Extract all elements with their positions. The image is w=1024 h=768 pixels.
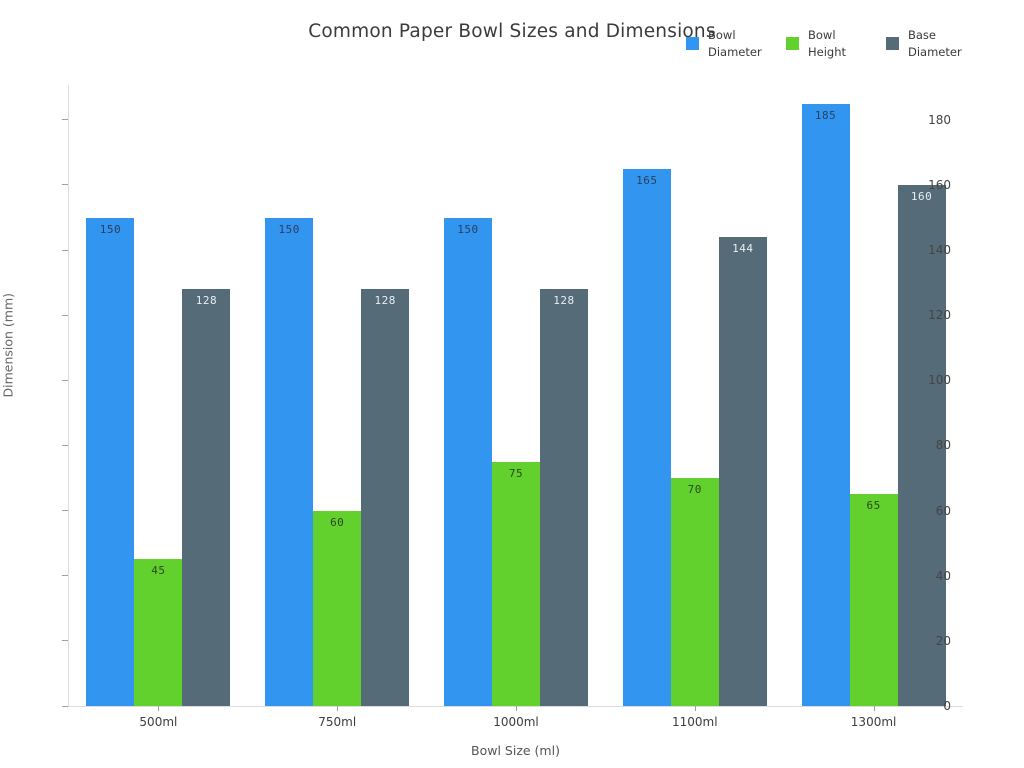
x-tick-label-1000ml: 1000ml — [493, 715, 539, 729]
legend-item-bowl-diameter[interactable]: Bowl Diameter — [686, 27, 764, 60]
bars-row: 150 45 128 — [86, 85, 231, 706]
legend-item-base-diameter[interactable]: Base Diameter — [886, 27, 964, 60]
base-diameter-swatch-icon — [886, 37, 899, 51]
y-tick-label: 60 — [935, 503, 951, 518]
x-tick-label-1300ml: 1300ml — [850, 715, 897, 729]
bar-bowl-height-1300ml: 65 — [849, 494, 898, 706]
bar-value-label: 128 — [195, 294, 218, 308]
y-tick-label: 80 — [935, 438, 951, 453]
y-tick-mark — [62, 444, 68, 446]
bar-bowl-diameter-1300ml: 185 — [801, 103, 850, 706]
bar-group-1100ml: 165 70 144 1100ml — [605, 85, 784, 729]
bowl-height-swatch-icon — [786, 37, 799, 51]
bar-value-label: 144 — [732, 242, 754, 256]
y-tick-label: 0 — [943, 699, 951, 713]
bar-bowl-diameter-1000ml: 150 — [443, 217, 492, 706]
bar-value-label: 128 — [374, 294, 396, 308]
y-tick-label: 120 — [928, 308, 951, 323]
bars-row: 185 65 160 — [801, 85, 946, 706]
y-tick-mark — [62, 575, 68, 577]
x-tick-mark — [158, 706, 160, 711]
bar-value-label: 45 — [151, 564, 166, 578]
bar-bowl-height-500ml: 45 — [134, 559, 183, 706]
y-tick-label: 100 — [928, 373, 951, 388]
bar-value-label: 150 — [99, 222, 122, 236]
y-tick-label: 160 — [928, 177, 951, 192]
x-tick-mark — [337, 706, 339, 711]
bars-row: 165 70 144 — [622, 85, 767, 706]
bars-row: 150 60 128 — [265, 85, 410, 706]
y-tick-label: 40 — [935, 568, 951, 583]
x-axis-title: Bowl Size (ml) — [471, 743, 560, 758]
bar-value-label: 160 — [910, 189, 933, 203]
bar-group-1300ml: 185 65 160 1300ml — [784, 85, 963, 729]
legend-label: Bowl Diameter — [708, 28, 762, 59]
chart-title: Common Paper Bowl Sizes and Dimensions — [308, 21, 716, 42]
bar-value-label: 65 — [866, 499, 881, 513]
bar-base-diameter-1000ml: 128 — [539, 289, 588, 706]
bar-value-label: 75 — [508, 466, 524, 480]
bar-value-label: 150 — [278, 222, 300, 236]
bar-base-diameter-1100ml: 144 — [718, 237, 767, 706]
legend: Bowl Diameter Bowl Height Base Diameter — [686, 27, 964, 60]
x-tick-label-1100ml: 1100ml — [672, 715, 718, 729]
x-tick-mark — [873, 706, 875, 711]
x-tick-label-500ml: 500ml — [139, 715, 178, 729]
bar-groups: 150 45 128 500ml 150 60 128 750ml 150 75 128 1000ml… — [69, 85, 963, 729]
x-tick-label-750ml: 750ml — [318, 715, 357, 729]
bar-value-label: 70 — [687, 483, 702, 497]
x-tick-mark — [515, 706, 517, 711]
bar-bowl-diameter-500ml: 150 — [86, 217, 135, 706]
legend-label: Base Diameter — [908, 28, 962, 59]
y-axis-title: Dimension (mm) — [0, 292, 16, 398]
bar-group-500ml: 150 45 128 500ml — [69, 85, 248, 729]
bars-row: 150 75 128 — [443, 85, 588, 706]
bowl-diameter-swatch-icon — [686, 37, 699, 51]
bar-value-label: 165 — [636, 173, 658, 187]
bar-bowl-height-1000ml: 75 — [491, 461, 540, 706]
bar-group-750ml: 150 60 128 750ml — [248, 85, 427, 729]
y-tick-mark — [62, 119, 68, 121]
bar-bowl-diameter-1100ml: 165 — [622, 168, 671, 706]
plot-area: 150 45 128 500ml 150 60 128 750ml 150 75 128 1000ml… — [62, 85, 963, 729]
y-tick-mark — [62, 640, 68, 642]
y-tick-mark — [62, 510, 68, 512]
bar-value-label: 128 — [553, 294, 575, 308]
y-tick-label: 180 — [928, 112, 951, 127]
legend-label: Bowl Height — [808, 28, 847, 59]
x-tick-mark — [694, 706, 696, 711]
bar-value-label: 150 — [457, 222, 479, 236]
bar-group-1000ml: 150 75 128 1000ml — [427, 85, 606, 729]
y-tick-mark — [62, 314, 68, 316]
bar-value-label: 60 — [330, 515, 345, 529]
bar-bowl-diameter-750ml: 150 — [265, 217, 314, 706]
y-tick-label: 20 — [935, 633, 951, 648]
bar-bowl-height-1100ml: 70 — [670, 478, 719, 706]
bar-base-diameter-750ml: 128 — [361, 289, 410, 706]
bar-base-diameter-1300ml: 160 — [897, 184, 946, 706]
y-tick-mark — [62, 705, 68, 707]
bar-base-diameter-500ml: 128 — [182, 289, 231, 706]
bar-bowl-height-750ml: 60 — [313, 510, 362, 706]
y-tick-mark — [62, 184, 68, 186]
y-tick-mark — [62, 249, 68, 251]
bar-value-label: 185 — [814, 108, 837, 122]
legend-item-bowl-height[interactable]: Bowl Height — [786, 27, 864, 60]
y-tick-mark — [62, 379, 68, 381]
y-tick-label: 140 — [928, 243, 951, 258]
